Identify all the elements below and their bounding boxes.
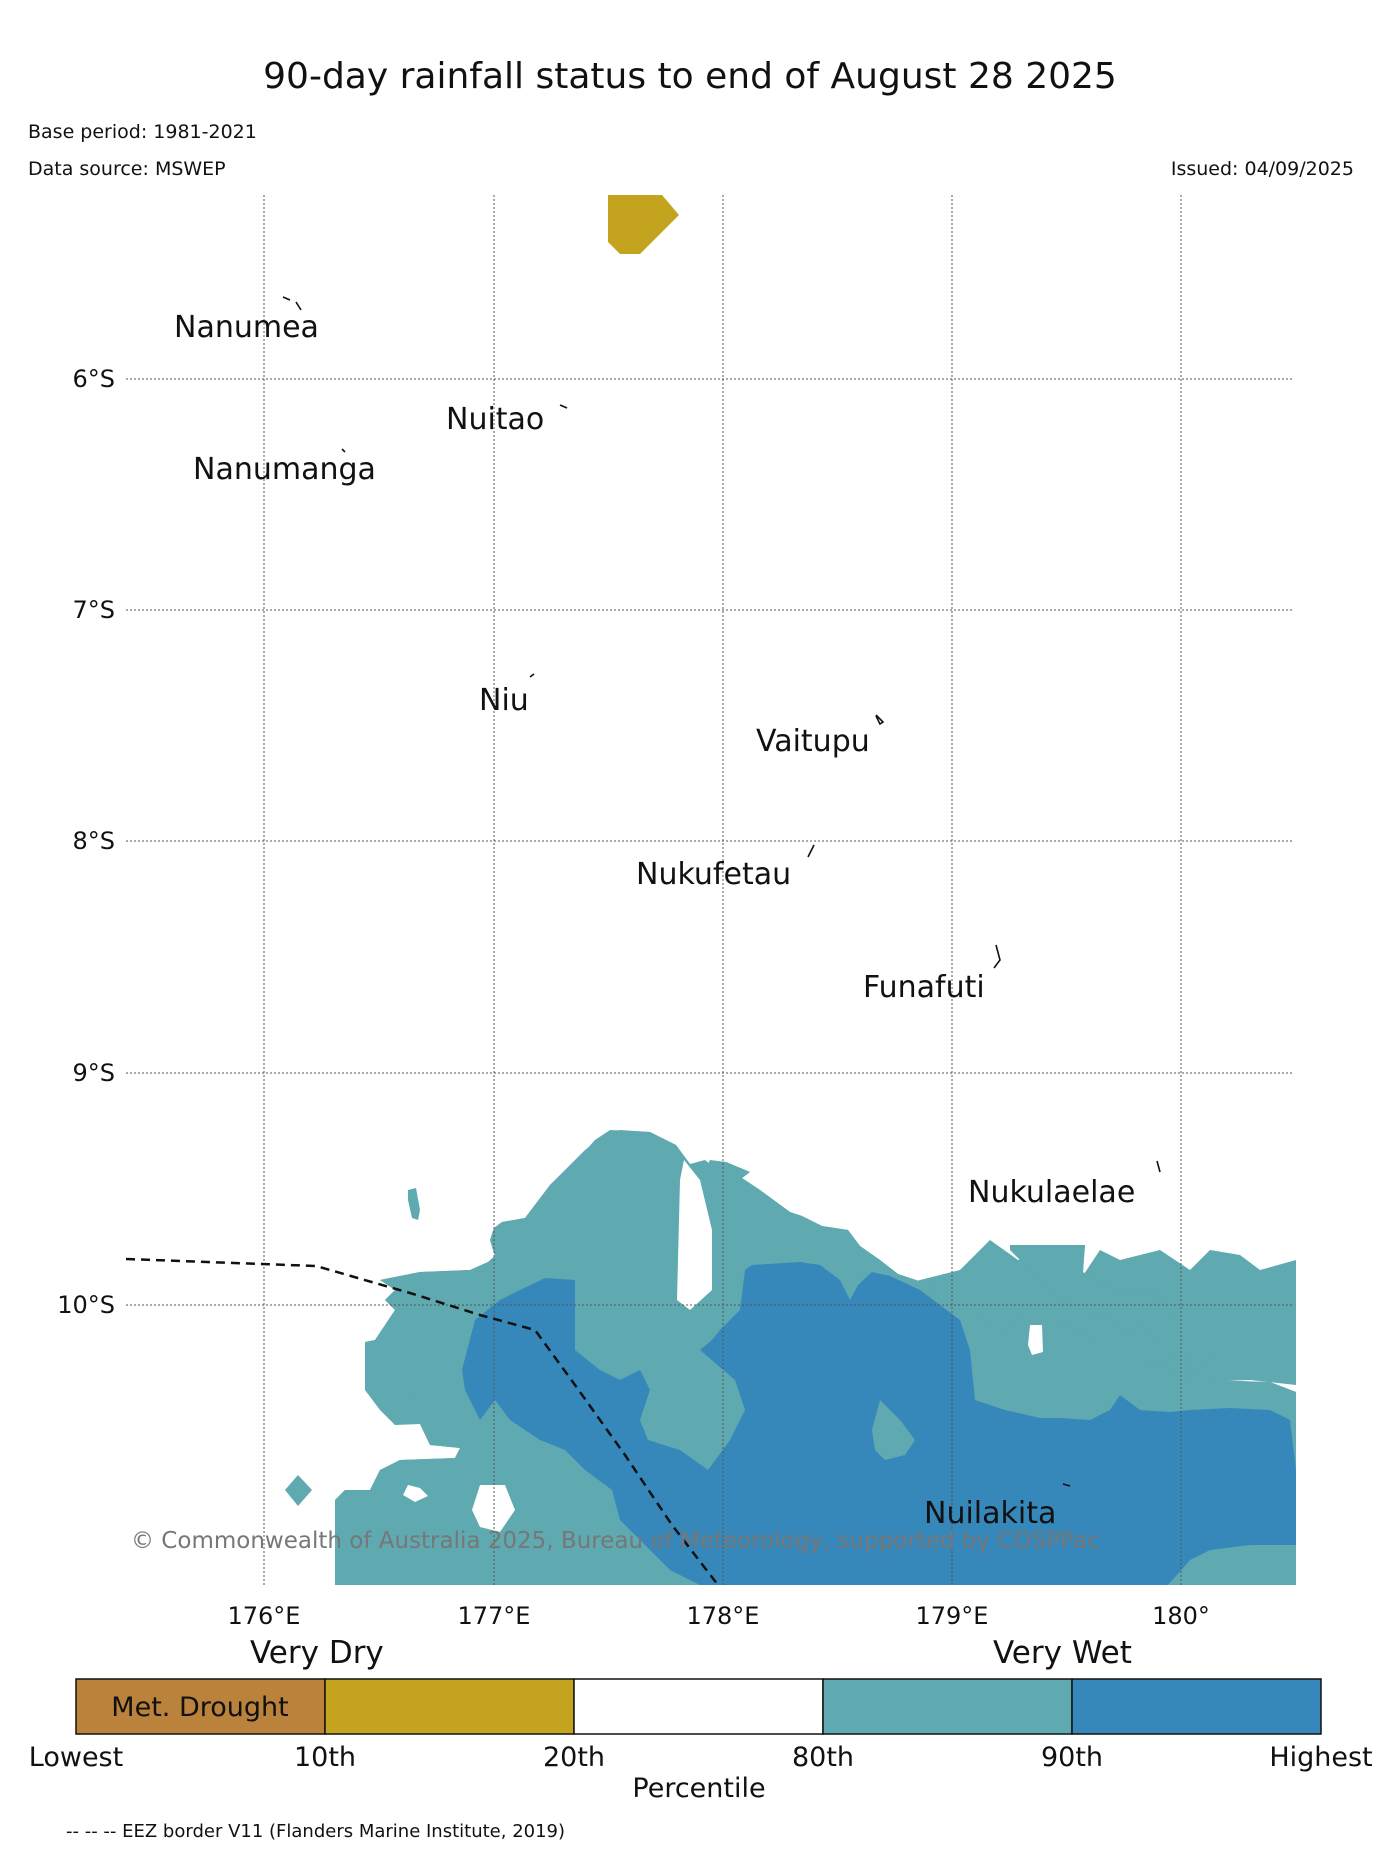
lon-label: 179°E [916, 1602, 989, 1630]
legend-tick: 20th [543, 1742, 605, 1773]
lon-label: 177°E [458, 1602, 531, 1630]
eez-note: -- -- -- EEZ border V11 (Flanders Marine… [66, 1821, 565, 1842]
island-outlines [282, 296, 1161, 1487]
place-label-nanumanga: Nanumanga [193, 452, 376, 487]
very-wet-hole [872, 1400, 915, 1460]
nanumea-island [282, 296, 302, 311]
legend-swatch-drought [75, 1678, 326, 1735]
lat-label: 6°S [72, 365, 115, 393]
graticule [126, 195, 1294, 1585]
legend-swatch-wet [822, 1678, 1073, 1735]
nuitao-island [559, 404, 568, 409]
nukufetau-island [807, 844, 815, 858]
legend-axis-label: Percentile [632, 1773, 765, 1804]
base-period: Base period: 1981-2021 [28, 121, 257, 143]
legend-tick: Lowest [29, 1742, 123, 1773]
place-label-nukufetau: Nukufetau [636, 857, 791, 892]
copyright-notice: © Commonwealth of Australia 2025, Bureau… [131, 1528, 1100, 1554]
nuilakita-island [1062, 1483, 1071, 1487]
average-hole [1028, 1325, 1043, 1355]
funafuti-island [993, 944, 1001, 969]
wet-speck [411, 1395, 418, 1403]
vaitupu-island [875, 714, 885, 726]
lat-label: 9°S [72, 1059, 115, 1087]
wet-speck [408, 1188, 420, 1220]
legend-tick: 90th [1041, 1742, 1103, 1773]
place-labels: Nanumea Nuitao Nanumanga Niu Vaitupu Nuk… [174, 310, 1135, 1531]
legend-tick: Highest [1269, 1742, 1372, 1773]
average-hole [403, 1485, 428, 1502]
average-hole [677, 1160, 712, 1310]
place-label-funafuti: Funafuti [863, 970, 985, 1005]
legend-tick: 10th [294, 1742, 356, 1773]
place-label-nuitao: Nuitao [446, 402, 544, 437]
legend-swatch-very-wet [1071, 1678, 1322, 1735]
nanumanga-island [341, 448, 346, 453]
wet-speck [285, 1475, 312, 1506]
lon-labels: 176°E 177°E 178°E 179°E 180° [228, 1602, 1210, 1630]
legend-drought-label: Met. Drought [111, 1692, 288, 1723]
lon-label: 178°E [687, 1602, 760, 1630]
legend-colorbar [75, 1678, 1322, 1735]
issued-date: Issued: 04/09/2025 [1170, 158, 1354, 180]
place-label-vaitupu: Vaitupu [756, 724, 870, 759]
legend-very-wet: Very Wet [993, 1635, 1132, 1671]
legend-very-dry: Very Dry [250, 1635, 384, 1671]
lon-label: 176°E [228, 1602, 301, 1630]
rainfall-shading [126, 195, 1296, 1585]
data-source: Data source: MSWEP [28, 158, 226, 180]
page-title: 90-day rainfall status to end of August … [263, 56, 1117, 97]
legend-ticks: Lowest 10th 20th 80th 90th Highest [29, 1742, 1373, 1773]
lat-label: 8°S [72, 827, 115, 855]
lon-label: 180° [1152, 1602, 1210, 1630]
place-label-nanumea: Nanumea [174, 310, 319, 345]
legend-swatch-dry [324, 1678, 575, 1735]
lat-labels: 6°S 7°S 8°S 9°S 10°S [57, 365, 115, 1319]
lat-label: 7°S [72, 596, 115, 624]
legend-swatch-average [573, 1678, 824, 1735]
legend-tick: 80th [792, 1742, 854, 1773]
place-label-niu: Niu [479, 683, 529, 718]
place-label-nukulaelae: Nukulaelae [968, 1175, 1135, 1210]
nukulaelae-island [1156, 1160, 1161, 1173]
place-label-nuilakita: Nuilakita [924, 1496, 1056, 1531]
lat-label: 10°S [57, 1291, 115, 1319]
dry-region [608, 195, 679, 254]
niu-island [529, 673, 535, 678]
